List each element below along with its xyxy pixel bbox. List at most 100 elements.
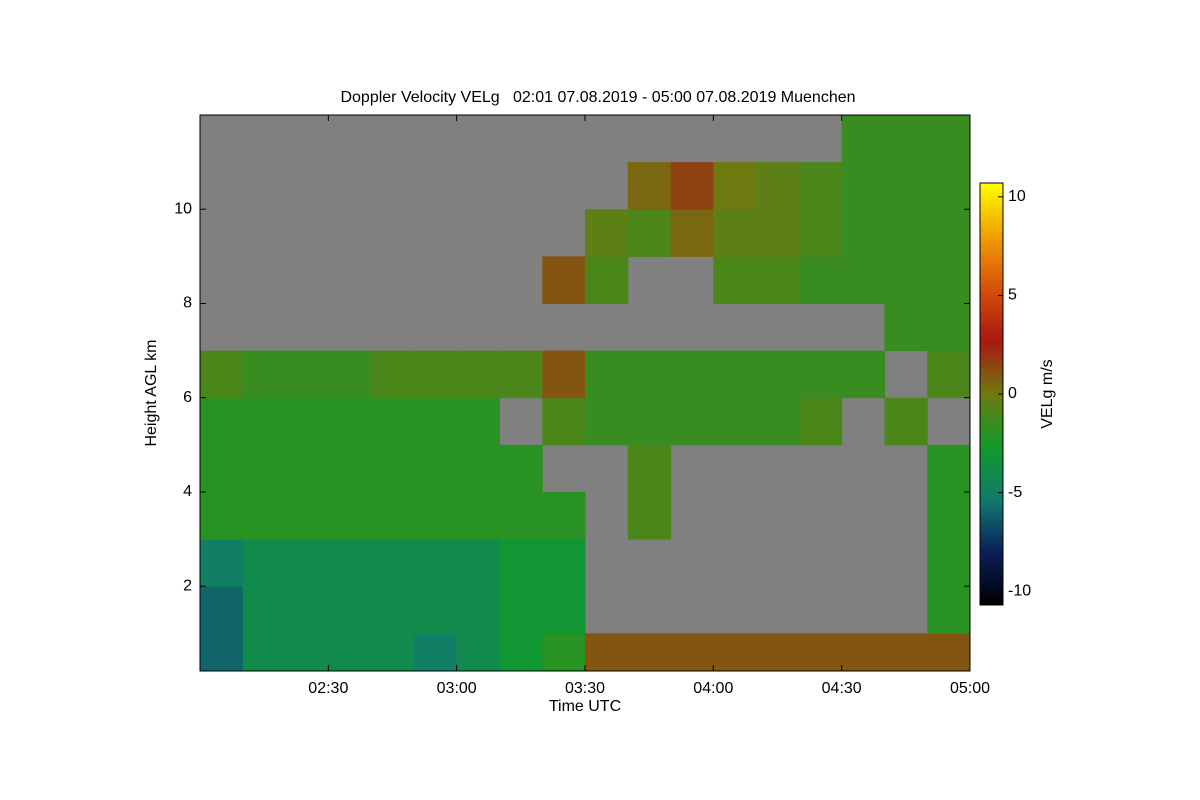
velocity-cell xyxy=(927,115,971,163)
x-tick-label: 02:30 xyxy=(308,680,348,697)
x-tick-label: 04:30 xyxy=(822,680,862,697)
velocity-cell xyxy=(499,586,543,634)
velocity-cell xyxy=(585,397,629,446)
velocity-cell xyxy=(585,209,629,257)
velocity-cell xyxy=(756,209,800,257)
velocity-cell xyxy=(927,586,971,634)
velocity-cell xyxy=(627,350,672,399)
velocity-cell xyxy=(371,350,415,399)
velocity-cell xyxy=(627,491,672,540)
velocity-cell xyxy=(200,397,244,446)
velocity-cell xyxy=(927,303,971,352)
velocity-cell xyxy=(627,162,672,210)
velocity-cell xyxy=(841,350,885,399)
velocity-cell xyxy=(200,444,244,493)
velocity-cell xyxy=(328,586,372,634)
velocity-cell xyxy=(200,633,244,672)
colorbar-tick-label: 5 xyxy=(1008,287,1017,304)
velocity-cell xyxy=(413,633,458,672)
velocity-cell xyxy=(328,444,372,493)
velocity-cell xyxy=(413,539,458,587)
velocity-cell xyxy=(841,209,885,257)
x-tick-label: 05:00 xyxy=(950,680,990,697)
velocity-cell xyxy=(927,256,971,304)
velocity-cell xyxy=(841,162,885,210)
velocity-cell xyxy=(927,209,971,257)
velocity-cell xyxy=(328,350,372,399)
velocity-cell xyxy=(927,350,971,399)
velocity-cell xyxy=(756,162,800,210)
velocity-cell xyxy=(242,444,287,493)
velocity-cell xyxy=(542,633,586,672)
velocity-cell xyxy=(242,350,287,399)
velocity-cell xyxy=(456,444,500,493)
velocity-cell xyxy=(798,633,843,672)
velocity-cell xyxy=(371,586,415,634)
velocity-cell xyxy=(456,397,500,446)
velocity-cell xyxy=(756,350,800,399)
y-axis-label: Height AGL km xyxy=(143,339,160,446)
velocity-cell xyxy=(413,350,458,399)
velocity-cell xyxy=(371,491,415,540)
velocity-cell xyxy=(542,586,586,634)
velocity-cell xyxy=(456,539,500,587)
velocity-cell xyxy=(285,444,329,493)
velocity-cell xyxy=(927,539,971,587)
velocity-cell xyxy=(242,586,287,634)
velocity-cell xyxy=(756,256,800,304)
velocity-cell xyxy=(841,256,885,304)
velocity-cell xyxy=(756,633,800,672)
velocity-cell xyxy=(285,633,329,672)
velocity-cell xyxy=(328,539,372,587)
velocity-cell xyxy=(328,397,372,446)
velocity-cell xyxy=(798,162,843,210)
velocity-cell xyxy=(927,633,971,672)
velocity-cell xyxy=(285,350,329,399)
velocity-cell xyxy=(670,350,714,399)
velocity-cell xyxy=(413,444,458,493)
velocity-cell xyxy=(713,350,757,399)
colorbar-tick-label: 10 xyxy=(1008,188,1026,205)
velocity-cell xyxy=(499,539,543,587)
velocity-cell xyxy=(542,491,586,540)
velocity-cell xyxy=(413,586,458,634)
velocity-cell xyxy=(798,209,843,257)
velocity-cell xyxy=(627,209,672,257)
y-tick-label: 2 xyxy=(183,577,192,594)
y-tick-label: 10 xyxy=(174,200,192,217)
velocity-cell xyxy=(242,397,287,446)
velocity-cell xyxy=(456,350,500,399)
velocity-cell xyxy=(542,539,586,587)
colorbar-tick-label: 0 xyxy=(1008,385,1017,402)
velocity-cell xyxy=(499,491,543,540)
velocity-cell xyxy=(542,256,586,304)
velocity-cell xyxy=(884,115,928,163)
velocity-cell xyxy=(585,256,629,304)
x-axis-label: Time UTC xyxy=(549,698,621,715)
velocity-cell xyxy=(884,397,928,446)
velocity-cell xyxy=(285,586,329,634)
velocity-cell xyxy=(884,303,928,352)
velocity-cell xyxy=(542,397,586,446)
velocity-cell xyxy=(242,539,287,587)
velocity-cell xyxy=(713,162,757,210)
velocity-cell xyxy=(713,397,757,446)
velocity-cell xyxy=(670,633,714,672)
velocity-cell xyxy=(713,633,757,672)
velocity-cell xyxy=(884,633,928,672)
velocity-cell xyxy=(798,397,843,446)
velocity-cell xyxy=(927,491,971,540)
velocity-cell xyxy=(927,444,971,493)
velocity-cell xyxy=(713,209,757,257)
velocity-cell xyxy=(756,397,800,446)
colorbar-tick-label: -5 xyxy=(1008,484,1022,501)
velocity-cell xyxy=(499,350,543,399)
x-tick-label: 03:00 xyxy=(437,680,477,697)
velocity-cell xyxy=(884,162,928,210)
velocity-cell xyxy=(798,350,843,399)
velocity-cell xyxy=(371,397,415,446)
velocity-cell xyxy=(499,633,543,672)
y-tick-label: 8 xyxy=(183,295,192,312)
velocity-cell xyxy=(927,162,971,210)
